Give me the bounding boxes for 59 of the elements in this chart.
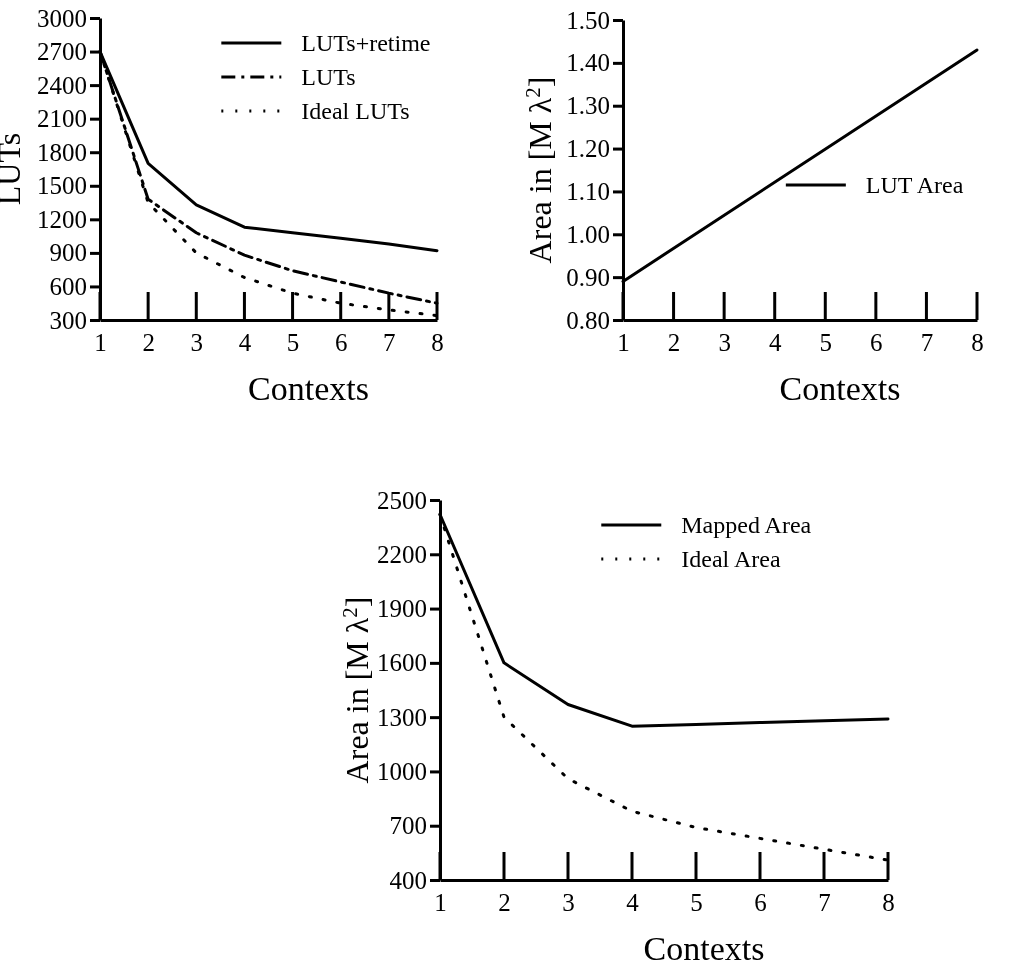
x-axis-title: Contexts: [643, 930, 765, 967]
x-tick-label: 2: [667, 329, 681, 356]
y-tick-label: 700: [389, 812, 427, 840]
y-tick-label: 1.20: [566, 135, 610, 163]
x-tick-label: 1: [617, 329, 630, 356]
x-tick-label: 2: [142, 329, 155, 356]
y-tick-label: 1.00: [566, 220, 610, 248]
y-tick-label: 1.30: [566, 92, 610, 120]
legend-label: LUT Area: [865, 172, 964, 198]
legend-label: Ideal Area: [681, 546, 781, 572]
x-tick-label: 5: [690, 889, 703, 916]
y-tick-label: 1600: [377, 649, 427, 677]
x-axis-title: Contexts: [779, 370, 901, 407]
y-tick-label: 1300: [377, 703, 427, 731]
x-tick-label: 5: [286, 329, 300, 356]
x-tick-label: 3: [562, 889, 575, 916]
x-tick-label: 3: [718, 329, 731, 356]
y-tick-label: 0.80: [566, 306, 610, 334]
y-tick-label: 2700: [37, 38, 87, 66]
legend-label: Ideal LUTs: [301, 98, 410, 124]
x-tick-label: 8: [431, 329, 444, 356]
y-tick-label: 1.50: [566, 6, 610, 34]
y-tick-label: 400: [389, 866, 427, 894]
y-tick-label: 300: [49, 306, 87, 334]
x-tick-label: 6: [754, 889, 767, 916]
x-tick-label: 2: [498, 889, 511, 916]
x-tick-label: 1: [434, 889, 447, 916]
y-tick-label: 1200: [37, 205, 87, 233]
y-tick-label: 1900: [377, 595, 427, 623]
x-tick-label: 8: [882, 889, 895, 916]
y-tick-label: 600: [49, 272, 87, 300]
y-tick-label: 0.90: [566, 263, 610, 291]
x-tick-label: 8: [971, 329, 984, 356]
x-tick-label: 5: [819, 329, 833, 356]
y-tick-label: 2400: [37, 71, 87, 99]
y-tick-label: 2100: [37, 105, 87, 133]
y-tick-label: 1500: [37, 172, 87, 200]
y-tick-label: 1.40: [566, 49, 610, 77]
y-tick-label: 1.10: [566, 177, 610, 205]
x-tick-label: 4: [626, 889, 640, 916]
y-tick-label: 1000: [377, 757, 427, 785]
x-tick-label: 1: [94, 329, 107, 356]
y-tick-label: 2500: [377, 486, 427, 514]
x-tick-label: 4: [238, 329, 252, 356]
x-axis-title: Contexts: [248, 370, 369, 407]
y-tick-label: 3000: [37, 4, 87, 32]
x-tick-label: 4: [768, 329, 782, 356]
legend-label: LUTs: [301, 64, 356, 90]
x-tick-label: 6: [334, 329, 348, 356]
x-tick-label: 6: [870, 329, 883, 356]
y-tick-label: 2200: [377, 540, 427, 568]
x-tick-label: 7: [818, 889, 831, 916]
x-tick-label: 7: [383, 329, 396, 356]
y-tick-label: 1800: [37, 138, 87, 166]
y-tick-label: 900: [49, 239, 87, 267]
legend-label: Mapped Area: [681, 512, 812, 538]
legend-label: LUTs+retime: [301, 30, 431, 56]
x-tick-label: 3: [190, 329, 204, 356]
x-tick-label: 7: [920, 329, 934, 356]
